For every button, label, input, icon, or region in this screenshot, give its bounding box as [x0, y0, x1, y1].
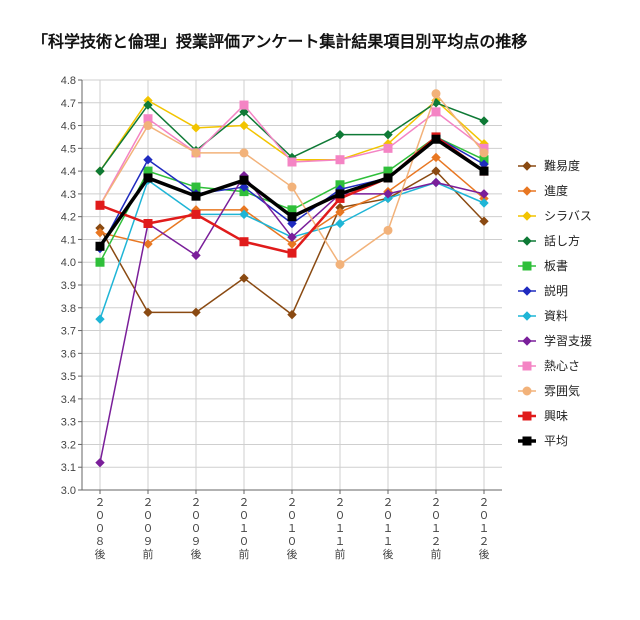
svg-text:進度: 進度: [544, 183, 568, 198]
svg-text:雰囲気: 雰囲気: [544, 383, 580, 398]
svg-text:板書: 板書: [544, 259, 568, 273]
svg-text:１: １: [335, 536, 346, 548]
svg-text:平均: 平均: [544, 434, 568, 448]
svg-text:話し方: 話し方: [544, 233, 580, 248]
svg-text:4.0: 4.0: [61, 257, 76, 269]
svg-text:２: ２: [95, 497, 106, 509]
svg-text:２: ２: [431, 536, 442, 548]
svg-text:２: ２: [383, 497, 394, 509]
svg-text:０: ０: [287, 510, 298, 522]
svg-text:3.8: 3.8: [61, 303, 76, 315]
svg-text:２: ２: [431, 497, 442, 509]
svg-text:4.1: 4.1: [61, 234, 76, 246]
svg-text:１: １: [431, 523, 442, 535]
svg-text:０: ０: [479, 510, 490, 522]
svg-text:4.2: 4.2: [61, 212, 76, 224]
chart-area: 3.0 3.1 3.2 3.3 3.4 3.5 3.6 3.7 3.8 3.9 4.0 4.1 4.2 4…: [32, 70, 612, 580]
svg-text:シラバス: シラバス: [544, 209, 592, 223]
svg-text:3.2: 3.2: [61, 439, 76, 451]
svg-text:前: 前: [143, 547, 154, 561]
svg-text:4.3: 4.3: [61, 189, 76, 201]
svg-text:９: ９: [143, 536, 154, 548]
svg-text:１: １: [239, 523, 250, 535]
svg-text:3.6: 3.6: [61, 348, 76, 360]
svg-text:０: ０: [383, 510, 394, 522]
svg-text:説明: 説明: [544, 283, 568, 298]
svg-text:８: ８: [95, 536, 106, 548]
svg-text:０: ０: [287, 536, 298, 548]
svg-text:3.5: 3.5: [61, 371, 76, 383]
svg-text:２: ２: [239, 497, 250, 509]
svg-text:4.5: 4.5: [61, 143, 76, 155]
svg-text:０: ０: [239, 536, 250, 548]
svg-text:２: ２: [143, 497, 154, 509]
svg-text:１: １: [335, 523, 346, 535]
svg-text:前: 前: [239, 547, 250, 561]
svg-text:１: １: [479, 523, 490, 535]
svg-text:２: ２: [479, 536, 490, 548]
svg-text:学習支援: 学習支援: [544, 333, 592, 348]
svg-text:１: １: [383, 523, 394, 535]
svg-text:２: ２: [479, 497, 490, 509]
svg-text:１: １: [287, 523, 298, 535]
svg-text:後: 後: [191, 547, 202, 561]
svg-text:3.9: 3.9: [61, 280, 76, 292]
svg-text:９: ９: [191, 536, 202, 548]
svg-text:０: ０: [191, 510, 202, 522]
svg-text:前: 前: [335, 547, 346, 561]
chart-title: 「科学技術と倫理」授業評価アンケート集計結果項目別平均点の推移: [32, 28, 527, 52]
svg-text:3.3: 3.3: [61, 417, 76, 429]
svg-text:後: 後: [287, 547, 298, 561]
svg-text:０: ０: [143, 510, 154, 522]
svg-text:０: ０: [95, 510, 106, 522]
svg-text:０: ０: [95, 523, 106, 535]
svg-text:２: ２: [287, 497, 298, 509]
svg-text:１: １: [383, 536, 394, 548]
svg-text:熱心さ: 熱心さ: [544, 359, 580, 373]
svg-text:前: 前: [431, 547, 442, 561]
svg-text:3.0: 3.0: [61, 485, 76, 497]
svg-text:4.7: 4.7: [61, 98, 76, 110]
line-chart-svg: 3.0 3.1 3.2 3.3 3.4 3.5 3.6 3.7 3.8 3.9 4.0 4.1 4.2 4…: [32, 70, 612, 580]
svg-text:4.8: 4.8: [61, 75, 76, 87]
chart-page: 「科学技術と倫理」授業評価アンケート集計結果項目別平均点の推移 3.03.13.…: [0, 0, 640, 620]
svg-text:後: 後: [479, 547, 490, 561]
svg-text:０: ０: [335, 510, 346, 522]
svg-text:3.1: 3.1: [61, 462, 76, 474]
svg-text:3.7: 3.7: [61, 326, 76, 338]
svg-text:０: ０: [143, 523, 154, 535]
svg-text:資料: 資料: [544, 309, 568, 323]
svg-text:０: ０: [239, 510, 250, 522]
svg-text:後: 後: [95, 547, 106, 561]
svg-text:２: ２: [335, 497, 346, 509]
svg-text:難易度: 難易度: [544, 158, 580, 173]
svg-text:後: 後: [383, 547, 394, 561]
svg-text:０: ０: [191, 523, 202, 535]
svg-text:２: ２: [191, 497, 202, 509]
svg-text:3.4: 3.4: [61, 394, 76, 406]
svg-text:4.4: 4.4: [61, 166, 76, 178]
svg-text:興味: 興味: [544, 409, 568, 423]
svg-text:０: ０: [431, 510, 442, 522]
svg-text:4.6: 4.6: [61, 121, 76, 133]
